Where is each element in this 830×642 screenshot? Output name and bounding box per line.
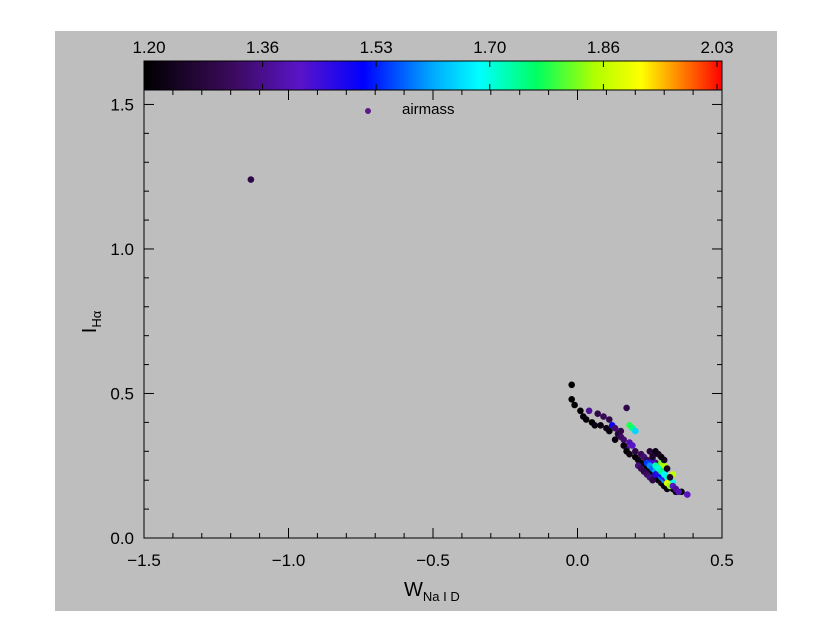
colorbar-tick-label: 1.20 xyxy=(132,38,165,57)
colorbar-tick-label: 1.70 xyxy=(473,38,506,57)
y-tick-label: 1.5 xyxy=(110,95,134,114)
scatter-point xyxy=(606,416,613,423)
x-tick-label: −1.0 xyxy=(272,551,306,570)
scatter-point xyxy=(577,407,584,415)
colorbar-tick-label: 1.86 xyxy=(587,38,620,57)
y-tick-label: 1.0 xyxy=(110,240,134,259)
scatter-point xyxy=(582,416,590,423)
x-axis-label: WNa I D xyxy=(404,579,460,604)
x-tick-label: −0.5 xyxy=(416,551,450,570)
scatter-point xyxy=(620,442,627,449)
colorbar-tick-label: 1.36 xyxy=(246,38,279,57)
y-tick-label: 0.5 xyxy=(110,384,134,403)
scatter-point xyxy=(629,442,636,449)
chart-panel xyxy=(55,31,777,611)
scatter-point xyxy=(600,413,607,420)
x-tick-label: −1.5 xyxy=(127,551,161,570)
scatter-point xyxy=(597,422,604,429)
scatter-point xyxy=(666,474,674,481)
legend-marker xyxy=(365,108,371,114)
scatter-point xyxy=(652,448,659,455)
legend: airmass xyxy=(365,101,455,118)
y-axis-label: IHα xyxy=(79,310,104,333)
scatter-point xyxy=(675,488,682,496)
scatter-point xyxy=(620,436,627,444)
colorbar-tick-label: 1.53 xyxy=(360,38,393,57)
scatter-point xyxy=(649,453,656,461)
scatter-point xyxy=(247,176,255,183)
scatter-point xyxy=(611,424,619,432)
legend-label: airmass xyxy=(402,101,455,118)
scatter-point xyxy=(626,450,633,458)
colorbar-tick-label: 2.03 xyxy=(700,38,733,57)
scatter-point xyxy=(594,410,601,418)
scatter-point xyxy=(632,448,639,455)
x-tick-label: 0.5 xyxy=(710,551,734,570)
scatter-point xyxy=(623,404,630,412)
plot-frame xyxy=(143,89,723,539)
scatter-point xyxy=(684,491,691,498)
scatter-point xyxy=(591,422,599,429)
scatter-point xyxy=(611,436,619,444)
y-tick-label: 0.0 xyxy=(110,529,134,548)
scatter-point xyxy=(632,427,639,435)
scatter-point xyxy=(649,476,656,484)
scatter-point xyxy=(617,427,625,435)
scatter-point xyxy=(568,381,575,389)
scatter-point xyxy=(603,424,610,432)
x-tick-label: 0.0 xyxy=(566,551,590,570)
scatter-point xyxy=(568,396,575,403)
scatter-point xyxy=(571,401,578,409)
colorbar xyxy=(143,60,723,91)
scatter-point xyxy=(585,407,593,415)
scatter-point xyxy=(663,465,671,472)
